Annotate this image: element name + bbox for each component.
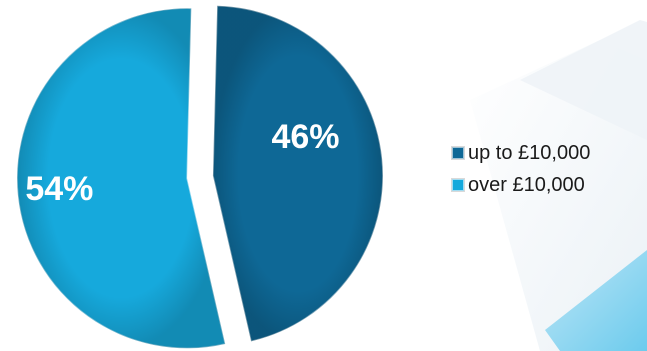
legend-label: over £10,000	[468, 173, 585, 196]
pie-slice-up-to-10000-shade	[212, 5, 383, 342]
legend-swatch-up-to-10000	[452, 147, 464, 159]
legend-item-up-to-10000: up to £10,000	[452, 140, 590, 166]
data-label-54: 54%	[25, 170, 93, 208]
pie-slice-over-10000-shade	[17, 8, 226, 349]
legend-swatch-over-10000	[452, 179, 464, 191]
legend: up to £10,000 over £10,000	[452, 140, 590, 204]
data-label-46: 46%	[271, 118, 339, 156]
legend-label: up to £10,000	[468, 141, 591, 164]
legend-item-over-10000: over £10,000	[452, 172, 590, 198]
